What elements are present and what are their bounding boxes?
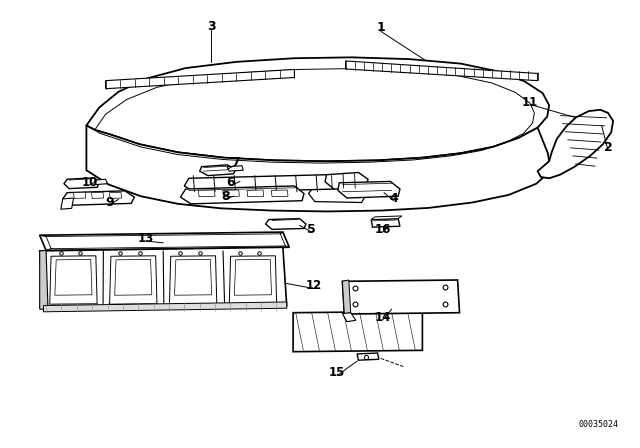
Text: 1: 1: [376, 21, 385, 34]
Polygon shape: [325, 172, 368, 189]
Text: 14: 14: [374, 310, 391, 324]
Text: 15: 15: [329, 366, 346, 379]
Polygon shape: [55, 259, 92, 295]
Polygon shape: [308, 187, 365, 202]
Polygon shape: [346, 61, 538, 81]
Polygon shape: [198, 190, 215, 197]
Polygon shape: [109, 192, 122, 198]
Text: 3: 3: [207, 20, 216, 34]
Polygon shape: [538, 110, 613, 178]
Polygon shape: [357, 353, 379, 360]
Polygon shape: [234, 259, 271, 295]
Polygon shape: [109, 256, 157, 304]
Polygon shape: [170, 256, 217, 304]
Polygon shape: [61, 198, 74, 209]
Polygon shape: [371, 219, 400, 227]
Text: 11: 11: [522, 95, 538, 109]
Polygon shape: [342, 313, 356, 322]
Polygon shape: [106, 69, 294, 89]
Text: 10: 10: [81, 176, 98, 190]
Polygon shape: [371, 216, 402, 220]
Polygon shape: [338, 181, 400, 198]
Polygon shape: [184, 175, 336, 193]
Polygon shape: [223, 190, 239, 197]
Polygon shape: [342, 280, 351, 314]
Polygon shape: [266, 219, 306, 229]
Polygon shape: [92, 192, 104, 198]
Polygon shape: [293, 311, 422, 352]
Polygon shape: [40, 232, 289, 250]
Polygon shape: [64, 178, 99, 189]
Text: 13: 13: [138, 232, 154, 245]
Polygon shape: [86, 57, 549, 161]
Polygon shape: [115, 259, 152, 295]
Polygon shape: [342, 280, 460, 314]
Polygon shape: [40, 247, 287, 309]
Polygon shape: [50, 256, 97, 304]
Polygon shape: [86, 125, 550, 211]
Text: 7: 7: [231, 155, 240, 169]
Polygon shape: [63, 191, 134, 205]
Polygon shape: [200, 165, 236, 176]
Polygon shape: [180, 186, 304, 204]
Text: 00035024: 00035024: [579, 420, 618, 429]
Text: 12: 12: [305, 279, 322, 293]
Text: 6: 6: [226, 176, 235, 190]
Text: 8: 8: [221, 190, 230, 203]
Polygon shape: [175, 259, 212, 295]
Polygon shape: [247, 190, 264, 197]
Polygon shape: [46, 234, 285, 249]
Polygon shape: [95, 179, 108, 185]
Polygon shape: [40, 250, 48, 309]
Text: 4: 4: [389, 191, 398, 205]
Polygon shape: [227, 166, 243, 171]
Polygon shape: [271, 190, 288, 197]
Text: 2: 2: [604, 141, 612, 155]
Text: 5: 5: [307, 223, 316, 236]
Polygon shape: [229, 256, 276, 304]
Polygon shape: [44, 302, 287, 312]
Polygon shape: [74, 192, 86, 198]
Text: 16: 16: [374, 223, 391, 236]
Text: 9: 9: [106, 196, 115, 209]
